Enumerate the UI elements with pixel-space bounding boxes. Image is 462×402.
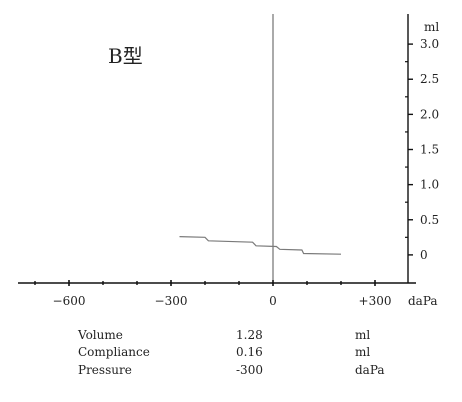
chart-type-label: B型 xyxy=(108,44,143,68)
y-unit-label: ml xyxy=(424,20,439,34)
chart-svg: −600 −300 0 +300 0 0.5 1.0 1.5 2.0 2.5 3.0 B型 ml d… xyxy=(18,14,440,308)
pressure-label: Pressure xyxy=(78,363,132,377)
series-layer xyxy=(179,236,342,255)
tympanogram-curve xyxy=(179,236,342,255)
x-tick-label: −300 xyxy=(155,294,188,308)
x-tick-label: +300 xyxy=(359,294,392,308)
x-tick-label: −600 xyxy=(53,294,86,308)
y-tick-label: 1.5 xyxy=(420,143,439,157)
y-tick-label: 0.5 xyxy=(420,213,439,227)
pressure-value: -300 xyxy=(236,363,263,377)
y-tick-label: 2.0 xyxy=(420,107,439,121)
compliance-unit: ml xyxy=(355,345,371,359)
y-tick-label: 3.0 xyxy=(420,37,439,51)
compliance-label: Compliance xyxy=(78,345,150,359)
x-unit-label: daPa xyxy=(408,294,438,308)
axes-layer xyxy=(18,14,416,286)
compliance-value: 0.16 xyxy=(236,345,263,359)
labels-layer: −600 −300 0 +300 0 0.5 1.0 1.5 2.0 2.5 3.0 xyxy=(53,37,440,308)
y-tick-label: 0 xyxy=(420,248,428,262)
y-tick-label: 2.5 xyxy=(420,72,439,86)
volume-unit: ml xyxy=(355,328,371,342)
pressure-unit: daPa xyxy=(355,363,385,377)
volume-label: Volume xyxy=(78,328,123,342)
x-tick-label: 0 xyxy=(269,294,277,308)
volume-value: 1.28 xyxy=(236,328,263,342)
y-tick-label: 1.0 xyxy=(420,178,439,192)
